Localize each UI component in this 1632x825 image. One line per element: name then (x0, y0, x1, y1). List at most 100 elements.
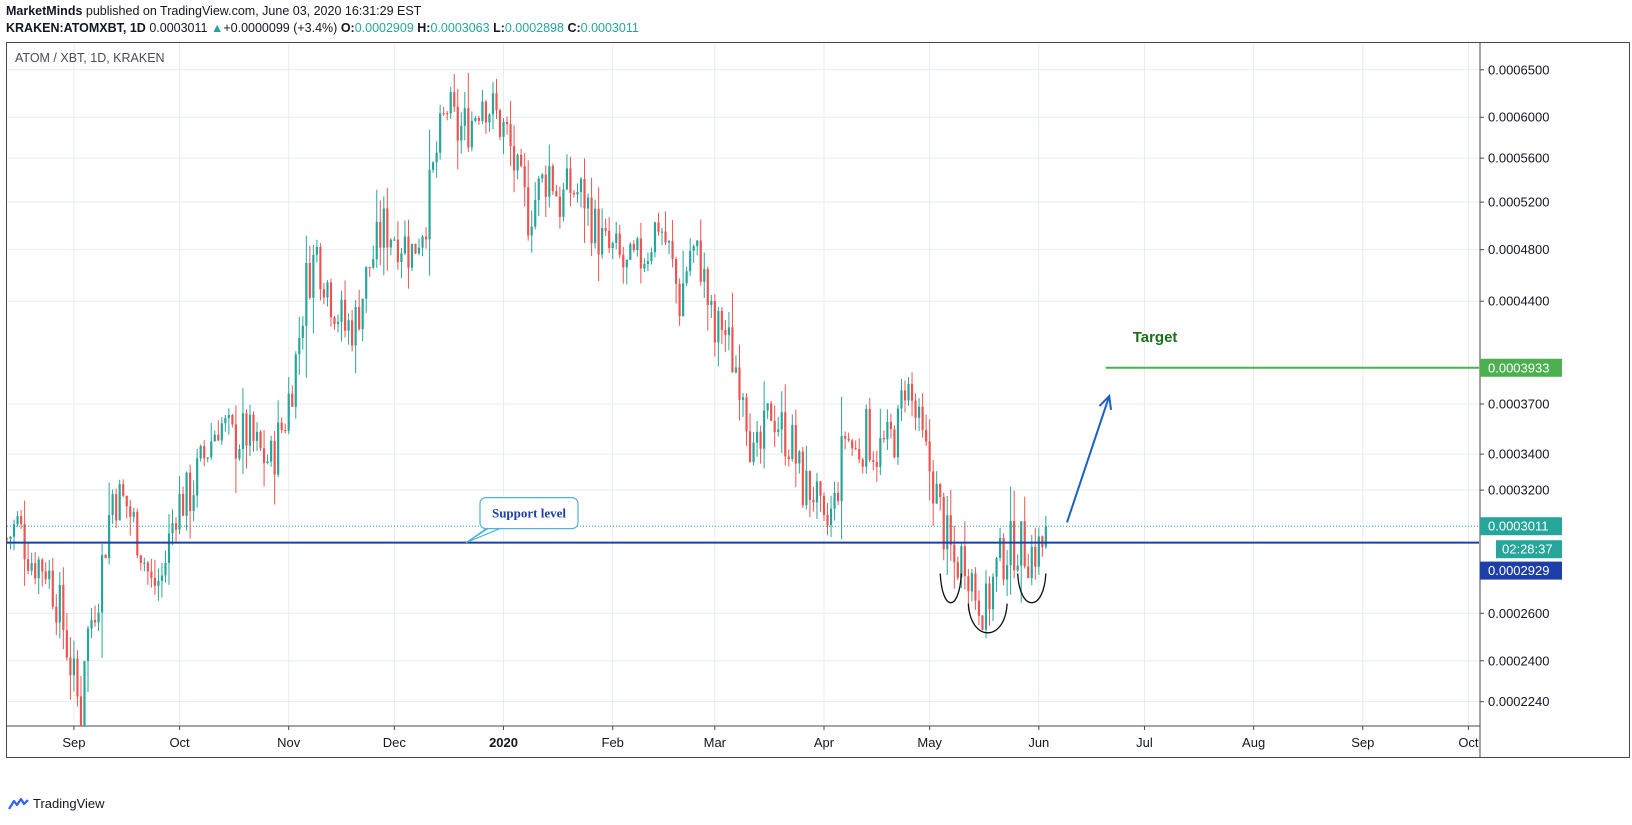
candle-body (759, 431, 762, 449)
candle-body (706, 269, 709, 305)
candle-body (551, 165, 554, 192)
candle-body (86, 628, 90, 662)
x-tick-label: Aug (1242, 735, 1265, 750)
candle-body (389, 239, 392, 248)
candle-body (185, 472, 188, 516)
candle-body (939, 483, 942, 497)
close-value: 0.0003011 (580, 21, 639, 35)
x-tick-label: Sep (62, 735, 85, 750)
candle-body (682, 283, 685, 317)
candle-body (509, 124, 512, 147)
candle-body (678, 283, 681, 317)
candle-body (534, 199, 537, 227)
candle-body (970, 573, 973, 592)
x-tick-label: Jul (1136, 735, 1153, 750)
candle-body (322, 289, 326, 298)
footer-brand[interactable]: TradingView (33, 796, 105, 811)
candle-body (643, 264, 646, 269)
candle-body (622, 254, 625, 268)
candle-body (822, 495, 826, 515)
candle-body (653, 222, 657, 253)
candle-body (69, 657, 72, 676)
candle-body (674, 258, 678, 284)
candle-body (62, 584, 65, 631)
candle-body (9, 536, 12, 539)
candle-body (907, 383, 910, 401)
candle-body (164, 562, 167, 576)
candle-body (72, 658, 76, 676)
candle-body (692, 246, 695, 251)
candle-body (294, 354, 297, 407)
candle-body (453, 92, 456, 107)
candle-body (583, 178, 586, 209)
y-tick-label: 0.0004800 (1488, 242, 1549, 257)
candle-body (7, 538, 9, 540)
candle-body (963, 546, 966, 577)
candle-body (530, 226, 533, 236)
candle-body (146, 562, 149, 572)
price-chart[interactable]: 0.0006500 0.0006000 0.0005600 0.0005200 0.00… (0, 0, 1632, 790)
candle-body (780, 412, 783, 430)
candle-body (960, 546, 963, 578)
candle-body (463, 108, 466, 126)
candle-body (446, 113, 449, 115)
author-name[interactable]: MarketMinds (6, 4, 83, 18)
candle-body (312, 254, 315, 298)
candle-body (439, 113, 442, 153)
candle-body (815, 481, 819, 503)
tradingview-logo-icon[interactable] (8, 797, 30, 811)
candle-body (139, 555, 142, 563)
candle-body (55, 606, 58, 623)
pane-title: ATOM / XBT, 1D, KRAKEN (15, 51, 165, 65)
candle-body (400, 253, 403, 263)
candle-body (981, 615, 984, 630)
y-tick-label: 0.0006000 (1488, 110, 1549, 125)
candle-body (689, 250, 692, 272)
candle-body (594, 208, 597, 244)
candle-body (336, 321, 340, 325)
candle-body (738, 367, 741, 400)
support-price-label: 0.0002929 (1488, 563, 1549, 578)
candle-body (910, 383, 914, 401)
low-label: L: (493, 21, 505, 35)
candle-body (787, 456, 790, 460)
candle-body (991, 576, 995, 610)
candle-body (608, 230, 611, 249)
y-tick-label: 0.0005600 (1488, 151, 1549, 166)
candle-body (104, 554, 107, 559)
candle-body (97, 612, 100, 623)
candle-body (921, 406, 924, 431)
candle-body (558, 196, 561, 217)
candle-body (30, 563, 33, 571)
candle-body (305, 263, 308, 326)
pattern-shoulder-arc (939, 573, 962, 604)
candle-body (984, 583, 988, 630)
candle-body (255, 431, 259, 441)
candle-body (636, 238, 639, 251)
candle-body (178, 493, 181, 530)
candle-body (393, 239, 396, 241)
published-text: published on TradingView.com, June 03, 2… (85, 4, 422, 18)
chart-frame[interactable] (6, 42, 1630, 758)
candle-body (784, 412, 787, 457)
candle-body (343, 299, 347, 331)
projection-arrow-head (1098, 393, 1113, 411)
symbol-label: KRAKEN:ATOMXBT, 1D (6, 21, 146, 35)
candle-body (206, 457, 209, 459)
candle-body (932, 471, 935, 504)
candle-body (893, 429, 896, 458)
candle-body (523, 166, 526, 188)
support-label: Support level (492, 506, 566, 521)
y-tick-label: 0.0002240 (1488, 694, 1549, 709)
candle-body (470, 120, 473, 148)
candle-body (210, 441, 213, 458)
x-tick-label: Dec (383, 735, 407, 750)
last-price-label: 0.0003011 (1488, 519, 1549, 534)
candle-body (266, 461, 269, 464)
candle-body (1037, 536, 1040, 567)
candle-body (977, 600, 981, 616)
y-tick-label: 0.0003200 (1488, 483, 1549, 498)
candle-body (1013, 520, 1016, 571)
candle-body (442, 113, 445, 115)
candle-body (502, 122, 505, 137)
